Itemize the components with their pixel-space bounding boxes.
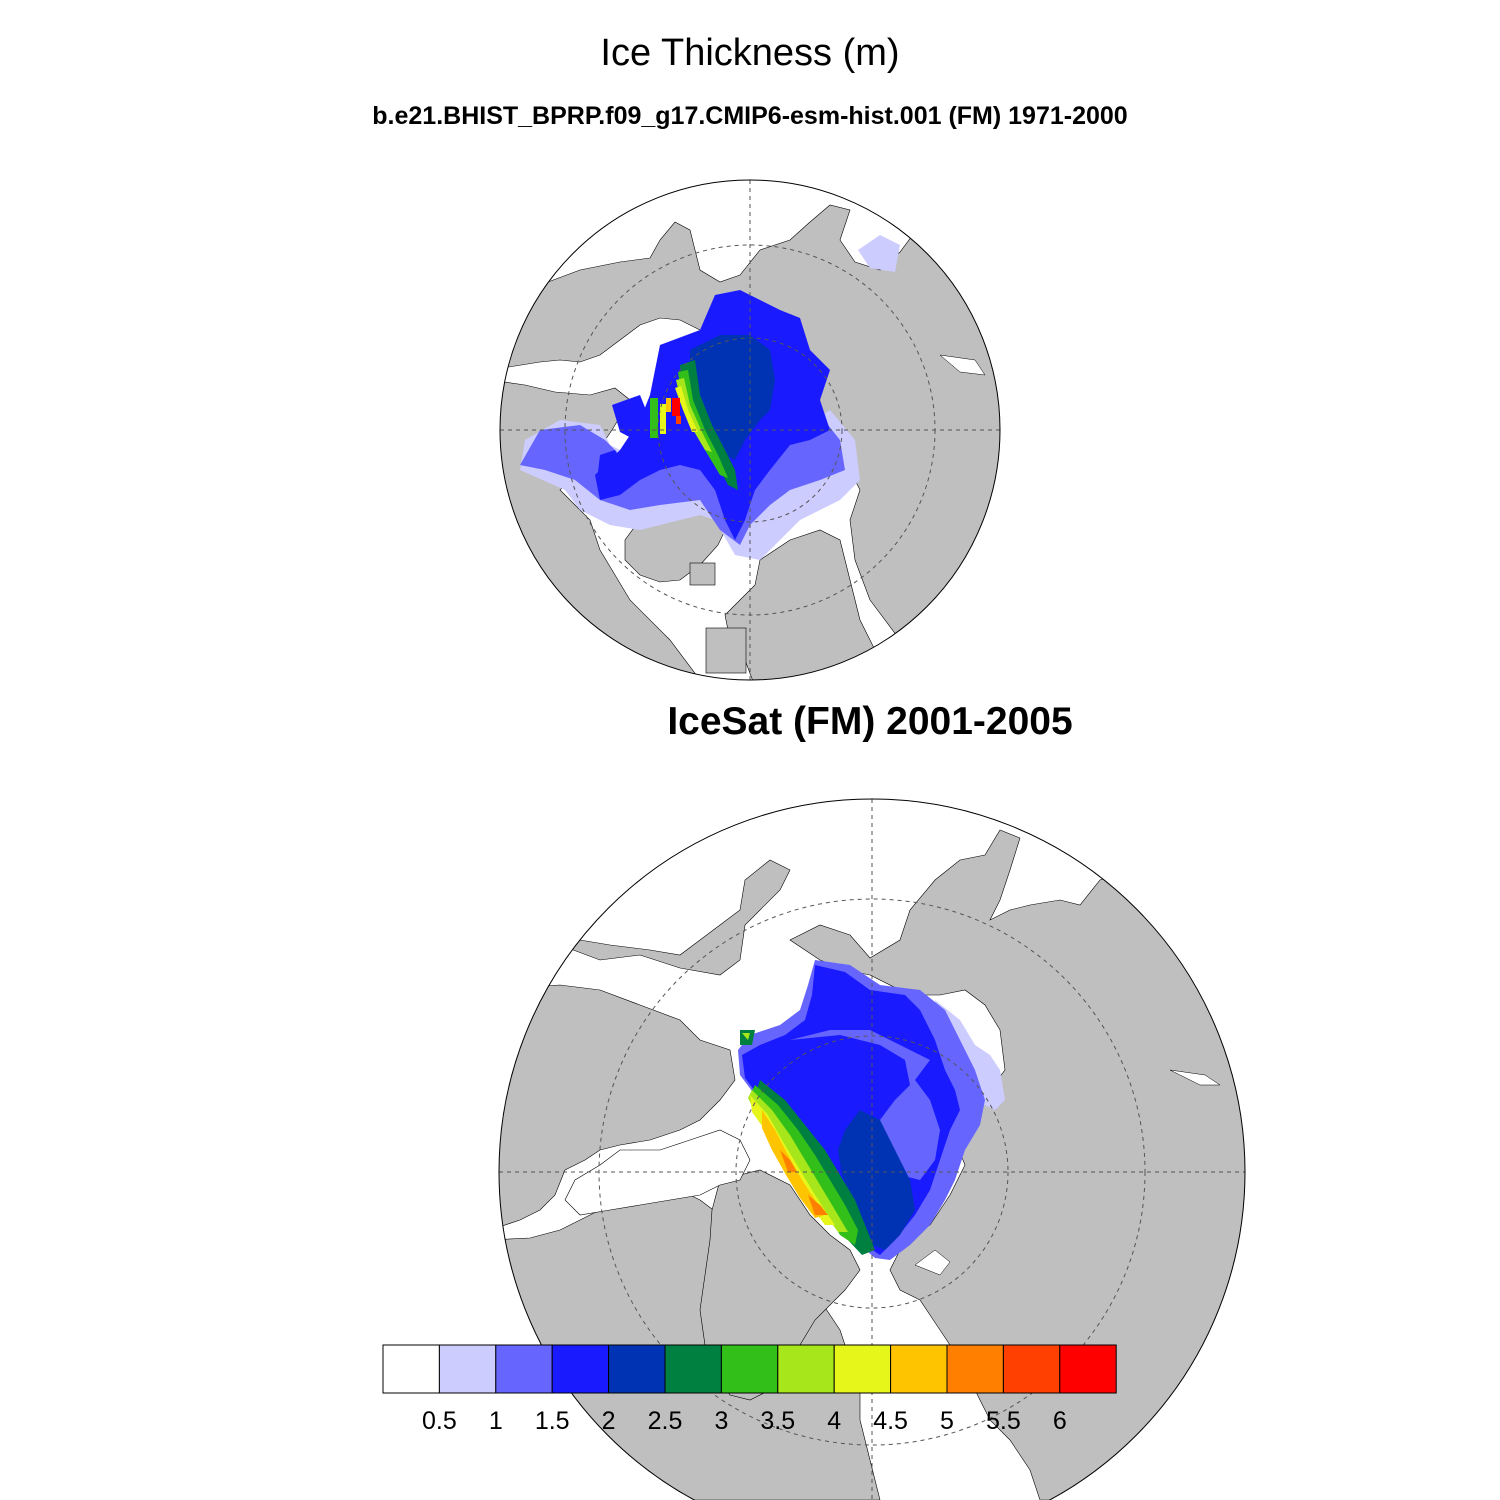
colorbar-tick-label: 3 <box>714 1407 728 1435</box>
model-gridlines <box>500 180 1000 680</box>
main-title: Ice Thickness (m) <box>600 32 900 74</box>
model-ice-5-5.5 <box>676 416 681 424</box>
obs-land-west <box>499 984 736 1231</box>
obs-land-island <box>914 1249 951 1276</box>
obs-gridlines <box>499 799 1245 1500</box>
model-ice-3-3.5 <box>678 370 728 478</box>
model-ice-baffin <box>598 450 625 485</box>
colorbar-bin <box>438 1344 497 1394</box>
obs-ice-3.5-4-tip <box>742 1033 750 1040</box>
colorbar-bin <box>382 1344 440 1394</box>
colorbar-bin <box>551 1344 610 1394</box>
colorbar-bin <box>720 1344 779 1394</box>
colorbar-tick-label: 1 <box>489 1407 503 1435</box>
obs-ice-5-5.5 <box>780 1150 797 1172</box>
colorbar-bin <box>1002 1344 1061 1394</box>
colorbar-bin <box>777 1344 835 1394</box>
obs-ice-2-2.5 <box>838 1110 915 1250</box>
colorbar-tick-label: 4.5 <box>873 1407 908 1435</box>
model-ice-caa-channel <box>650 398 658 438</box>
model-map-border <box>499 179 1001 681</box>
colorbar-bin <box>608 1344 666 1394</box>
colorbar-bin <box>833 1344 892 1394</box>
model-land-eurasia <box>500 204 1000 680</box>
colorbar-bin <box>664 1344 722 1394</box>
model-ice-2-2.5 <box>690 335 775 460</box>
colorbar-bin <box>1059 1344 1117 1394</box>
obs-map <box>498 798 1246 1500</box>
model-ice-0.5-1-bering <box>858 235 900 272</box>
colorbar-tick-label: 1.5 <box>535 1407 570 1435</box>
colorbar-tick-label: 5.5 <box>986 1407 1021 1435</box>
colorbar-tick-label: 3.5 <box>760 1407 795 1435</box>
colorbar-tick-label: 2 <box>602 1407 616 1435</box>
model-ice-4-4.5 <box>675 386 698 432</box>
obs-map-border <box>498 798 1246 1500</box>
colorbar: 0.5 1 1.5 2 2.5 3 3.5 4 4.5 5 5.5 6 <box>382 1344 1117 1435</box>
model-ice-2.5-3 <box>680 360 738 490</box>
obs-ice-5-5.5 <box>808 1195 828 1215</box>
colorbar-tick-label: 0.5 <box>422 1407 457 1435</box>
model-land-island <box>705 627 747 674</box>
colorbar-bin <box>890 1344 948 1394</box>
colorbar-tick-label: 2.5 <box>648 1407 683 1435</box>
obs-ice-4.5-5 <box>762 1110 825 1218</box>
colorbar-bin <box>495 1344 553 1394</box>
obs-land-island <box>1169 1069 1221 1086</box>
colorbar-tick-label: 4 <box>827 1407 841 1435</box>
colorbar-tick-label: 6 <box>1053 1407 1067 1435</box>
model-ice-3.5-4 <box>676 378 712 452</box>
panel1-subtitle: b.e21.BHIST_BPRP.f09_g17.CMIP6-esm-hist.… <box>372 102 1128 130</box>
colorbar-tick-label: 5 <box>940 1407 954 1435</box>
obs-ice-1-1.5-patch <box>790 1030 940 1180</box>
model-ice-1.5-2-caa <box>612 395 650 440</box>
model-ice-4.5-5 <box>666 398 671 412</box>
colorbar-bin <box>946 1344 1004 1394</box>
model-ice-caa-channel <box>660 404 666 434</box>
obs-land-siberia <box>789 829 1245 1500</box>
obs-land-caa-islands <box>564 1129 751 1216</box>
model-land-island <box>939 354 986 376</box>
model-land-island <box>689 562 716 586</box>
model-map <box>499 179 1001 681</box>
panel2-title: IceSat (FM) 2001-2005 <box>667 700 1073 743</box>
model-ice-5.5-6 <box>672 398 680 416</box>
